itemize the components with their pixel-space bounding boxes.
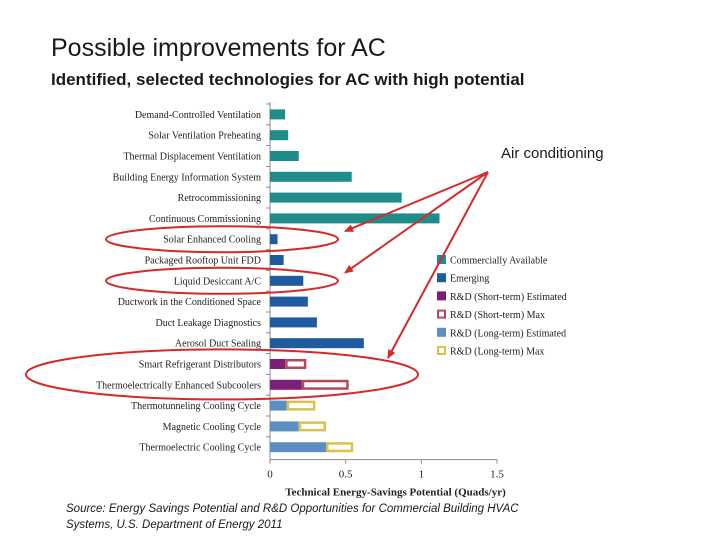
- bar-segment: [270, 130, 289, 141]
- bar-segment: [285, 359, 307, 369]
- highlight-ellipse: [25, 348, 419, 401]
- bar-segment: [298, 421, 326, 432]
- bar-segment: [270, 234, 278, 245]
- annotation-arrow: [387, 171, 489, 359]
- bar-segment: [270, 421, 299, 432]
- bar-segment: [270, 359, 286, 369]
- source-citation: Source: Energy Savings Potential and R&D…: [66, 501, 626, 533]
- legend-swatch: [437, 327, 446, 337]
- chart-axes: 0 0.5 1 1.5 Technical Energy-Savings Potenti…: [266, 102, 506, 499]
- bar-segment: [270, 442, 326, 453]
- category-label: Thermal Displacement Ventilation: [123, 152, 261, 163]
- highlight-ellipse: [105, 266, 339, 295]
- bar-segment: [270, 338, 364, 349]
- category-label: Solar Enhanced Cooling: [163, 235, 261, 246]
- bar-segment: [270, 151, 299, 161]
- category-label: Magnetic Cooling Cycle: [163, 422, 262, 433]
- air-conditioning-annotation: Air conditioning: [501, 145, 604, 162]
- legend-label: R&D (Short-term) Max: [450, 310, 545, 321]
- annotation-arrow: [344, 171, 489, 233]
- category-label: Thermoelectrically Enhanced Subcoolers: [96, 380, 261, 391]
- category-label: Continuous Commissioning: [149, 214, 261, 225]
- category-label: Ductwork in the Conditioned Space: [118, 297, 262, 308]
- legend-label: R&D (Short-term) Estimated: [450, 292, 567, 303]
- x-tick-label: 0.5: [339, 469, 353, 481]
- bar-segment: [286, 400, 316, 411]
- highlight-ellipse: [105, 225, 339, 254]
- legend-label: Emerging: [450, 274, 489, 285]
- category-label: Building Energy Information System: [113, 172, 262, 183]
- category-label: Demand-Controlled Ventilation: [135, 110, 261, 121]
- bar-segment: [325, 442, 354, 453]
- bar-segment: [270, 317, 317, 328]
- category-label: Packaged Rooftop Unit FDD: [145, 256, 261, 267]
- chart-annotations: [25, 171, 489, 401]
- bar-segment: [270, 171, 352, 182]
- bar-segment: [270, 275, 304, 286]
- source-line-2: Systems, U.S. Department of Energy 2011: [66, 519, 283, 531]
- x-tick-label: 0: [267, 469, 273, 481]
- legend-label: Commercially Available: [450, 256, 548, 267]
- legend-swatch: [437, 273, 446, 283]
- category-label: Thermoelectric Cooling Cycle: [139, 443, 261, 454]
- annotation-arrow: [344, 171, 489, 274]
- category-label: Retrocommissioning: [178, 193, 261, 204]
- bar-segment: [270, 296, 308, 307]
- chart-bars: [270, 109, 440, 453]
- bar-segment: [270, 255, 284, 265]
- category-label: Solar Ventilation Preheating: [148, 131, 261, 142]
- chart-legend: Commercially Available Emerging R&D (Short…: [437, 255, 567, 358]
- category-label: Thermotunneling Cooling Cycle: [131, 401, 262, 412]
- bar-segment: [301, 379, 349, 390]
- legend-swatch: [437, 291, 446, 301]
- source-line-1: Source: Energy Savings Potential and R&D…: [66, 503, 519, 515]
- legend-swatch: [437, 346, 446, 355]
- category-label: Smart Refrigerant Distributors: [139, 360, 261, 371]
- bar-segment: [270, 400, 287, 411]
- bar-segment: [270, 109, 286, 120]
- x-axis-label: Technical Energy-Savings Potential (Quad…: [285, 487, 506, 499]
- category-label: Liquid Desiccant A/C: [174, 276, 262, 287]
- chart-category-labels: Demand-Controlled Ventilation Solar Venti…: [96, 110, 261, 454]
- legend-label: R&D (Long-term) Max: [450, 347, 544, 358]
- page-title: Possible improvements for AC: [51, 34, 386, 62]
- legend-label: R&D (Long-term) Estimated: [450, 328, 566, 339]
- category-label: Aerosol Duct Sealing: [175, 339, 261, 350]
- x-tick-label: 1.5: [490, 469, 504, 481]
- bar-segment: [270, 192, 402, 203]
- legend-swatch: [437, 309, 446, 319]
- category-label: Duct Leakage Diagnostics: [155, 318, 261, 329]
- page-subtitle: Identified, selected technologies for AC…: [51, 70, 525, 89]
- bar-segment: [270, 213, 440, 224]
- x-tick-label: 1: [419, 469, 425, 481]
- bar-segment: [270, 379, 302, 390]
